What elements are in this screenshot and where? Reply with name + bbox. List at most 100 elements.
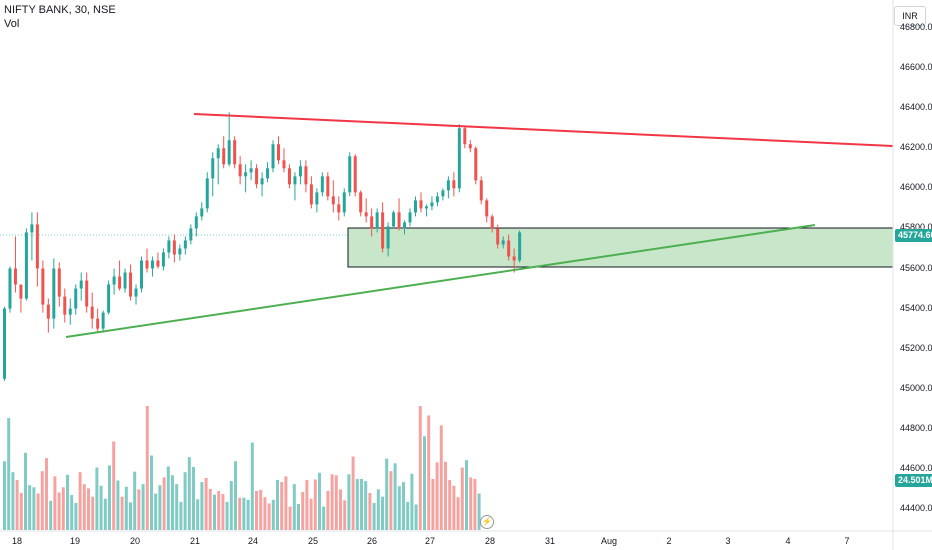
candle-body xyxy=(441,190,445,197)
volume-bar xyxy=(183,472,187,530)
volume-bar xyxy=(103,498,107,530)
candle xyxy=(397,198,401,231)
volume-bar xyxy=(271,499,275,530)
candle-body xyxy=(129,272,133,297)
candle xyxy=(507,234,511,261)
volume-bar xyxy=(7,418,11,530)
candle xyxy=(474,146,478,185)
volume-bar xyxy=(339,489,342,530)
time-tick-label: 21 xyxy=(189,536,201,546)
volume-bar xyxy=(175,484,179,530)
candle-body xyxy=(277,144,280,161)
candle-body xyxy=(435,196,439,203)
candle xyxy=(408,208,412,227)
volume-label: Vol xyxy=(4,18,20,30)
candle-body xyxy=(19,284,23,299)
price-tick-label: 46000.00 xyxy=(900,182,932,193)
candle xyxy=(446,176,450,199)
candle xyxy=(337,196,341,221)
volume-bar xyxy=(397,486,401,530)
candle xyxy=(90,292,94,329)
candle xyxy=(52,258,56,329)
candle xyxy=(479,176,483,205)
candle-body xyxy=(403,222,407,229)
volume-bar xyxy=(15,480,19,530)
candle-body xyxy=(359,192,363,213)
candle xyxy=(381,202,385,253)
candle xyxy=(309,176,313,209)
candle xyxy=(63,288,67,323)
volume-bar xyxy=(418,406,422,530)
candle-body xyxy=(304,166,308,185)
volume-bar xyxy=(452,485,456,530)
volume-bar xyxy=(166,466,170,530)
volume-bar xyxy=(112,441,116,530)
candle xyxy=(485,198,489,223)
candle xyxy=(96,308,100,333)
volume-bar xyxy=(24,452,27,530)
candle xyxy=(353,154,357,197)
candle xyxy=(255,164,259,189)
candle-body xyxy=(161,252,165,267)
candle xyxy=(326,172,330,201)
candle xyxy=(85,272,89,313)
candle xyxy=(370,208,374,237)
candle-body xyxy=(3,308,6,379)
candle-body xyxy=(222,148,226,165)
candle-body xyxy=(331,196,335,205)
candle xyxy=(430,196,434,211)
candlesticks xyxy=(3,112,522,381)
volume-bar xyxy=(66,474,69,530)
candle xyxy=(150,256,154,277)
volume-bar xyxy=(435,462,439,530)
candle xyxy=(359,190,363,217)
candle xyxy=(238,156,242,185)
resistance-trendline xyxy=(193,113,894,147)
volume-bar xyxy=(385,458,389,530)
candle xyxy=(244,164,248,193)
candle xyxy=(490,214,494,233)
candle xyxy=(156,252,160,269)
candle-body xyxy=(211,158,215,179)
candle-body xyxy=(227,140,231,165)
candle xyxy=(375,208,379,233)
volume-bar xyxy=(116,480,120,530)
time-tick-label: 19 xyxy=(69,536,81,546)
currency-button[interactable]: INR xyxy=(894,6,926,26)
candle-body xyxy=(518,232,522,261)
candle xyxy=(222,136,226,169)
candle-body xyxy=(205,178,209,209)
volume-bar xyxy=(3,461,6,530)
volume-bar xyxy=(108,465,111,530)
volume-bar xyxy=(469,477,473,530)
price-tick-label: 44800.00 xyxy=(900,422,932,433)
candle-body xyxy=(13,268,17,285)
candle-body xyxy=(216,148,220,159)
candle xyxy=(452,172,456,197)
volume-bar xyxy=(200,482,204,530)
volume-bar xyxy=(242,497,246,530)
volume-bar xyxy=(225,501,229,530)
symbol-title[interactable]: NIFTY BANK, 30, NSE xyxy=(4,4,116,16)
volume-bar xyxy=(204,477,208,530)
candle-body xyxy=(501,240,505,245)
candle xyxy=(194,212,198,237)
candle-body xyxy=(474,148,478,181)
candle-body xyxy=(255,168,259,185)
candle xyxy=(287,164,291,189)
volume-bar xyxy=(276,480,279,530)
time-tick-label: Aug xyxy=(600,536,618,546)
volume-bar xyxy=(192,466,195,530)
volume-bar xyxy=(360,478,363,530)
candle xyxy=(271,140,275,173)
lightning-icon[interactable]: ⚡ xyxy=(480,515,494,529)
volume-bar xyxy=(82,484,86,530)
candle xyxy=(35,212,39,287)
volume-bar xyxy=(267,503,271,530)
candle-body xyxy=(189,228,193,241)
candle xyxy=(249,160,253,181)
volume-bar xyxy=(431,478,435,530)
candle-body xyxy=(140,260,143,289)
candle-body xyxy=(479,180,483,201)
